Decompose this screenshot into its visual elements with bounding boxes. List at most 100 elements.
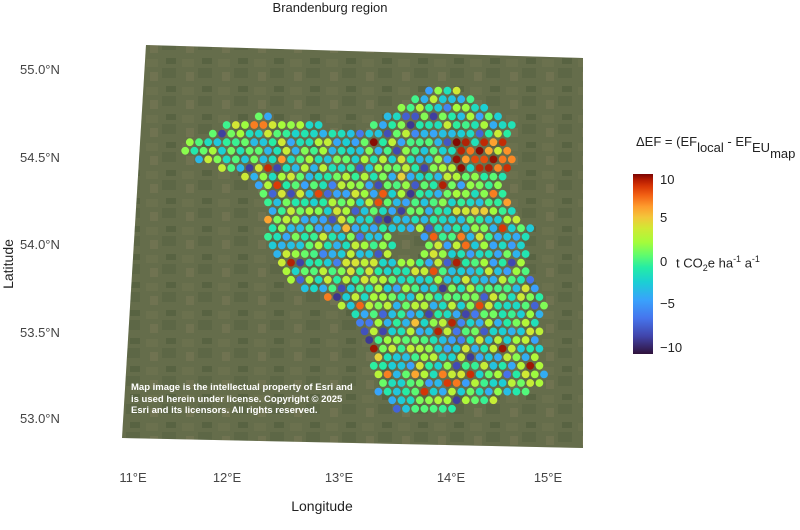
ef-difference-point (360, 224, 369, 233)
ef-difference-point (489, 155, 498, 164)
ef-difference-point (438, 318, 447, 327)
ef-difference-point (434, 258, 443, 267)
ef-difference-point (429, 250, 438, 258)
ef-difference-point (452, 189, 461, 198)
ef-difference-point (517, 361, 525, 370)
ef-difference-point (457, 387, 466, 396)
ef-difference-point (360, 138, 369, 147)
ef-difference-point (503, 232, 512, 241)
ef-difference-point (438, 112, 447, 121)
ef-difference-point (273, 198, 282, 207)
ef-difference-point (300, 129, 309, 138)
ef-difference-point (333, 207, 341, 215)
ef-difference-point (448, 95, 456, 104)
ef-difference-point (443, 310, 452, 319)
ef-difference-point (388, 258, 397, 267)
ef-difference-point (466, 267, 475, 276)
ef-difference-point (337, 129, 346, 138)
ef-difference-point (425, 207, 433, 215)
ef-difference-point (452, 344, 461, 353)
ef-difference-point (277, 207, 286, 215)
ef-difference-point (480, 224, 489, 233)
ef-difference-point (411, 284, 420, 293)
ef-difference-point (420, 370, 429, 379)
ef-difference-point (356, 301, 364, 310)
ef-difference-point (231, 121, 240, 129)
ef-difference-point (342, 241, 351, 250)
ef-difference-point (319, 232, 328, 241)
ef-difference-point (383, 181, 392, 190)
ef-difference-point (411, 318, 420, 327)
ef-difference-point (434, 379, 443, 387)
ef-difference-point (494, 112, 502, 121)
ef-difference-point (484, 318, 493, 327)
ef-difference-point (420, 387, 429, 396)
ef-difference-point (475, 336, 484, 344)
ef-difference-point (287, 275, 295, 284)
ef-difference-point (457, 146, 466, 155)
ef-difference-point (374, 318, 383, 327)
ef-difference-point (356, 250, 364, 258)
ef-difference-point (475, 129, 484, 138)
ef-difference-point (484, 164, 493, 172)
ef-difference-point (443, 86, 452, 95)
ef-difference-point (406, 361, 415, 370)
ef-difference-point (383, 232, 392, 241)
ef-difference-point (356, 146, 364, 155)
ef-difference-point (429, 284, 438, 293)
ef-difference-point (282, 129, 291, 138)
ef-difference-point (411, 95, 420, 104)
ef-difference-point (227, 164, 236, 172)
ef-difference-point (250, 172, 259, 181)
ef-difference-point (438, 336, 447, 344)
ef-difference-point (475, 370, 484, 379)
ef-difference-point (471, 258, 479, 267)
ef-difference-point (461, 172, 470, 181)
ef-difference-point (526, 344, 535, 353)
ef-difference-point (181, 146, 190, 155)
ef-difference-point (337, 198, 346, 207)
ef-difference-point (494, 198, 502, 207)
ef-difference-point (475, 112, 484, 121)
ef-difference-point (314, 138, 323, 147)
ef-difference-point (305, 258, 314, 267)
ef-difference-point (291, 232, 300, 241)
ef-difference-point (438, 267, 447, 276)
ef-difference-point (356, 164, 364, 172)
ef-difference-point (314, 258, 323, 267)
ef-difference-point (443, 207, 452, 215)
ef-difference-point (379, 361, 387, 370)
legend-tick-label: 5 (660, 210, 668, 225)
ef-difference-point (319, 250, 328, 258)
ef-difference-point (471, 379, 479, 387)
ef-difference-point (466, 353, 475, 362)
ef-difference-point (383, 370, 392, 379)
ef-difference-point (512, 215, 521, 224)
ef-difference-point (521, 301, 530, 310)
ef-difference-point (277, 172, 286, 181)
ef-difference-point (526, 379, 535, 387)
ef-difference-point (494, 181, 502, 190)
y-tick-label: 53.0°N (20, 411, 60, 426)
ef-difference-point (346, 301, 355, 310)
ef-difference-point (351, 293, 360, 301)
ef-difference-point (425, 138, 433, 147)
ef-difference-point (241, 172, 249, 181)
ef-difference-point (406, 155, 415, 164)
ef-difference-point (402, 129, 410, 138)
ef-difference-point (392, 112, 401, 121)
ef-difference-point (379, 310, 387, 319)
ef-difference-point (448, 250, 456, 258)
ef-difference-point (259, 172, 268, 181)
ef-difference-point (277, 155, 286, 164)
ef-difference-point (314, 121, 323, 129)
ef-difference-point (475, 164, 484, 172)
ef-difference-point (300, 198, 309, 207)
ef-difference-point (333, 293, 341, 301)
ef-difference-point (264, 232, 272, 241)
ef-difference-point (489, 344, 498, 353)
ef-difference-point (273, 146, 282, 155)
ef-difference-point (535, 293, 544, 301)
ef-difference-point (466, 336, 475, 344)
